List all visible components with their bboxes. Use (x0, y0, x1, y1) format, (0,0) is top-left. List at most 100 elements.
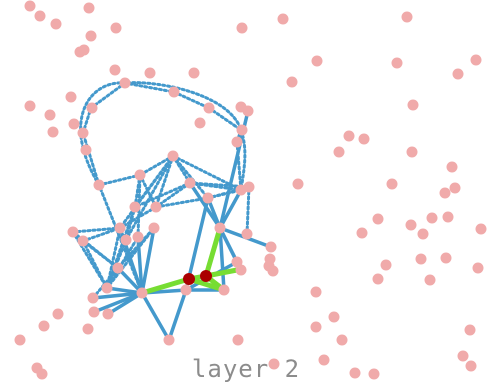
graph-node (470, 54, 482, 66)
graph-node (52, 308, 64, 320)
dotted-edge (118, 154, 175, 230)
graph-node (231, 136, 243, 148)
graph-node (236, 22, 248, 34)
dotted-edges (71, 81, 251, 300)
graph-node (235, 184, 247, 196)
graph-node (472, 262, 484, 274)
graph-node (236, 124, 248, 136)
dotted-edge (124, 154, 175, 242)
graph-node (452, 68, 464, 80)
graph-node (356, 227, 368, 239)
graph-node (457, 350, 469, 362)
graph-node (406, 146, 418, 158)
highlighted-edge (139, 276, 192, 296)
graph-node (372, 213, 384, 225)
graph-node (368, 368, 380, 380)
graph-node (194, 117, 206, 129)
dotted-edge (207, 106, 243, 132)
graph-node (184, 177, 196, 189)
dotted-edge (172, 90, 211, 110)
graph-node (358, 133, 370, 145)
graph-node (38, 320, 50, 332)
graph-node (203, 102, 215, 114)
graph-node (119, 77, 131, 89)
graph-node (136, 287, 148, 299)
graph-node (102, 308, 114, 320)
selected-node (200, 270, 212, 282)
graph-node (349, 367, 361, 379)
dotted-edge (124, 205, 137, 242)
graph-node (36, 368, 48, 380)
graph-node (14, 334, 26, 346)
dotted-edge (171, 154, 210, 200)
graph-node (129, 201, 141, 213)
solid-edge (167, 288, 188, 342)
graph-node (336, 334, 348, 346)
graph-node (267, 265, 279, 277)
selected-nodes (183, 270, 212, 285)
graph-node (163, 334, 175, 346)
graph-node (328, 311, 340, 323)
graph-node (77, 127, 89, 139)
graph-node (34, 10, 46, 22)
solid-edge (105, 286, 144, 295)
graph-node (148, 222, 160, 234)
highlighted-edge (186, 276, 227, 293)
graph-node (401, 11, 413, 23)
graph-node (86, 102, 98, 114)
solid-edge (218, 188, 243, 230)
graph-node (68, 118, 80, 130)
solid-edge (136, 235, 144, 295)
graph-node (65, 91, 77, 103)
graph-node (24, 0, 36, 12)
graph-node (80, 144, 92, 156)
graph-node (446, 161, 458, 173)
solid-edge (218, 226, 226, 292)
graph-node (417, 228, 429, 240)
graph-node (132, 231, 144, 243)
dotted-edge (133, 181, 192, 209)
dotted-edge (81, 239, 109, 290)
dotted-edge (118, 205, 158, 230)
dotted-edge (105, 235, 140, 290)
graph-node (85, 30, 97, 42)
graph-node (475, 223, 487, 235)
graph-node (277, 13, 289, 25)
graph-node (83, 2, 95, 14)
graph-node (134, 169, 146, 181)
graph-node (24, 100, 36, 112)
solid-edges (91, 109, 273, 342)
graph-node (380, 259, 392, 271)
graph-node (87, 292, 99, 304)
graph-node (343, 130, 355, 142)
graph-node (440, 252, 452, 264)
graph-node (286, 76, 298, 88)
graph-node (424, 274, 436, 286)
dotted-edge (79, 81, 247, 192)
graph-node (318, 354, 330, 366)
graph-node (405, 219, 417, 231)
graph-node (464, 324, 476, 336)
dotted-edge (138, 173, 158, 209)
graph-node (407, 99, 419, 111)
graph-node (188, 67, 200, 79)
graph-node (292, 178, 304, 190)
dotted-edge (81, 226, 122, 243)
graph-node (310, 286, 322, 298)
solid-edge (91, 291, 144, 300)
graph-node (44, 109, 56, 121)
graph-node (77, 235, 89, 247)
graph-node (109, 64, 121, 76)
dotted-edge (97, 173, 142, 187)
graph-node (120, 234, 132, 246)
graph-node (242, 105, 254, 117)
graph-node (67, 226, 79, 238)
graph-node (442, 211, 454, 223)
dotted-edge (89, 81, 127, 110)
graph-node (449, 182, 461, 194)
graph-node (333, 146, 345, 158)
dotted-edge (188, 181, 243, 192)
graph-node (465, 360, 477, 372)
dotted-edge (81, 131, 101, 187)
